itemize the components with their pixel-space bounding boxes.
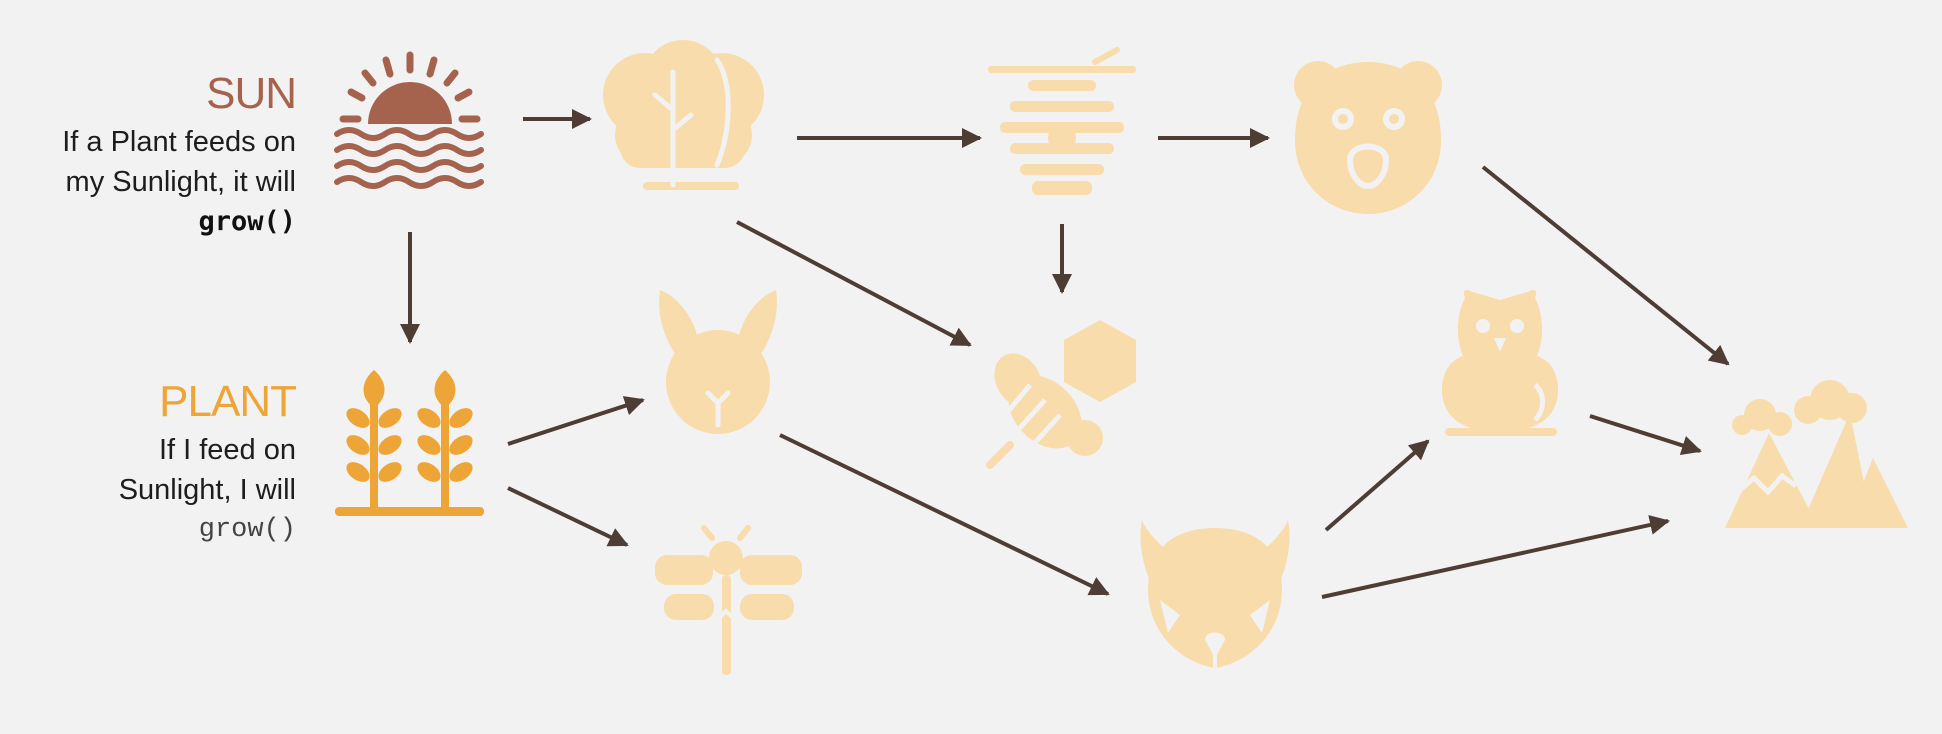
arrow-bear-to-mountain — [1481, 165, 1730, 366]
arrow-fox-to-owl — [1324, 439, 1430, 532]
mountain-icon — [1725, 380, 1908, 528]
bee-icon — [986, 320, 1136, 469]
dragonfly-icon — [655, 525, 802, 675]
edges — [400, 109, 1730, 599]
arrow-rabbit-to-fox — [779, 433, 1110, 596]
rabbit-icon — [659, 290, 777, 434]
plant-label-block: PLANT If I feed on Sunlight, I will grow… — [118, 377, 297, 550]
arrow-wheat-to-rabbit — [507, 396, 645, 446]
plant-grow-code: grow() — [198, 515, 296, 545]
tree-icon — [603, 40, 764, 190]
sun-description-line-1: If a Plant feeds on — [62, 126, 296, 158]
beehive-icon — [988, 47, 1136, 195]
fox-icon — [1140, 520, 1290, 668]
sun-icon — [334, 51, 484, 189]
plant-description-line-2: Sunlight, I will — [118, 474, 296, 506]
sun-title: SUN — [206, 69, 297, 118]
sun-grow-code: grow() — [198, 206, 296, 237]
bear-icon — [1294, 61, 1442, 214]
plant-description-line-1: If I feed on — [158, 434, 296, 466]
wheat-icon — [335, 370, 484, 516]
arrow-owl-to-mountain — [1589, 414, 1702, 456]
owl-icon — [1442, 290, 1558, 436]
sun-description-line-2: my Sunlight, it will — [65, 166, 296, 198]
plant-title: PLANT — [159, 377, 297, 426]
sun-label-block: SUN If a Plant feeds on my Sunlight, it … — [62, 69, 297, 242]
arrow-tree-to-bee — [736, 220, 972, 347]
arrow-wheat-to-dragonfly — [507, 486, 629, 547]
arrow-fox-to-mountain — [1321, 515, 1670, 599]
